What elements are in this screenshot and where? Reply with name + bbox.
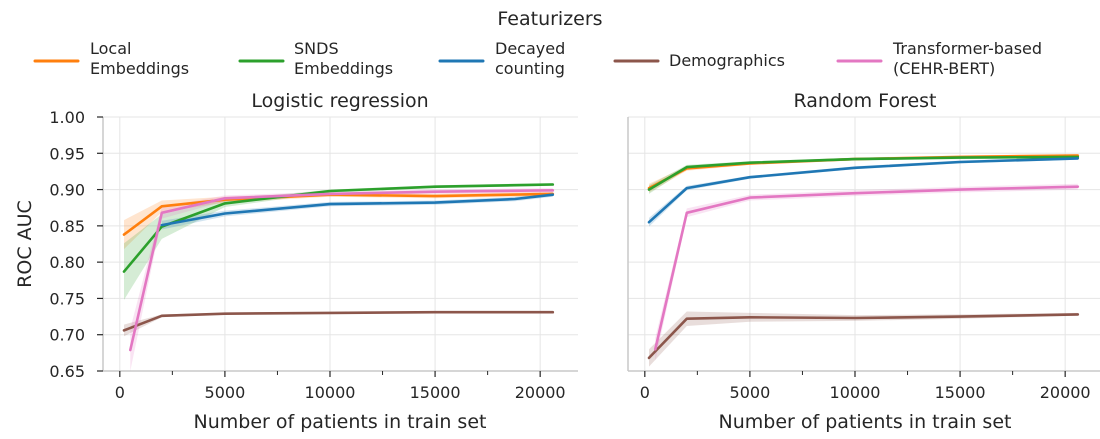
series-line-transformer (129, 189, 555, 352)
x-axis-label: Number of patients in train set (719, 411, 1012, 433)
y-tick-label: 0.85 (49, 217, 85, 236)
band-demographics (649, 311, 1078, 367)
y-tick-label: 0.80 (49, 253, 85, 272)
legend-label-line: counting (495, 59, 565, 78)
legend-entry-transformer: Transformer-based(CEHR-BERT) (836, 39, 1042, 78)
x-tick-label: 15000 (410, 383, 461, 402)
y-tick-label: 0.70 (49, 326, 85, 345)
series-lines (122, 183, 555, 352)
y-tick-label: 0.90 (49, 181, 85, 200)
x-tick-label: 10000 (830, 383, 881, 402)
x-tick-label: 10000 (305, 383, 356, 402)
y-tick-label: 0.95 (49, 144, 85, 163)
legend-label-line: Embeddings (294, 59, 393, 78)
legend-title: Featurizers (497, 8, 602, 30)
series-line-decayed (647, 157, 1080, 224)
series-line-demographics (647, 313, 1080, 360)
legend-label: Demographics (669, 51, 785, 70)
legend-label-line: SNDS (294, 39, 339, 58)
legend-label-line: Embeddings (90, 59, 189, 78)
panel-title: Random Forest (793, 90, 936, 112)
series-line-demographics (122, 310, 555, 332)
x-tick-label: 5000 (730, 383, 771, 402)
legend-label-line: (CEHR-BERT) (893, 59, 995, 78)
x-tick-label: 20000 (1040, 383, 1091, 402)
legend-label-line: Decayed (495, 39, 565, 58)
series-line-snds (122, 183, 555, 273)
y-tick-label: 0.65 (49, 362, 85, 381)
y-axis-label: ROC AUC (14, 200, 36, 288)
x-axis-label: Number of patients in train set (194, 411, 487, 433)
panel-title: Logistic regression (251, 90, 428, 112)
series-line-transformer (653, 185, 1080, 351)
grid (103, 116, 578, 372)
x-tick-label: 0 (640, 383, 650, 402)
legend: Featurizers LocalEmbeddingsSNDSEmbedding… (33, 8, 1042, 78)
series-line-decayed (160, 193, 555, 227)
legend-label-line: Transformer-based (892, 39, 1042, 58)
x-tick-label: 5000 (205, 383, 246, 402)
confidence-bands (124, 183, 553, 371)
x-tick-label: 20000 (515, 383, 566, 402)
series-line-snds (647, 155, 1080, 191)
legend-label-line: Local (90, 39, 131, 58)
y-tick-label: 0.75 (49, 289, 85, 308)
series-lines (647, 154, 1080, 360)
panel-random-forest: Random Forest Number of patients in trai… (627, 90, 1100, 433)
x-tick-label: 0 (115, 383, 125, 402)
y-tick-label: 1.00 (49, 108, 85, 127)
x-tick-label: 15000 (935, 383, 986, 402)
legend-entry-demographics: Demographics (613, 51, 785, 70)
panel-logistic-regression: Logistic regression Number of patients i… (14, 90, 578, 433)
